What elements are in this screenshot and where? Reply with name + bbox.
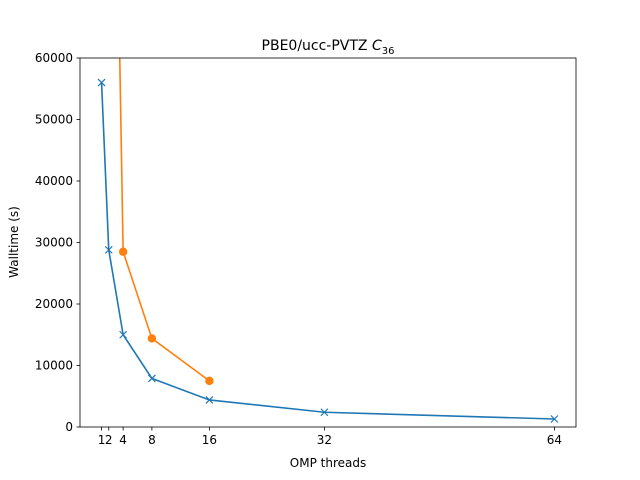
chart-title-symbol: C: [372, 38, 382, 54]
series-layer: [97, 42, 559, 423]
data-point: [320, 408, 329, 417]
data-point: [115, 42, 123, 50]
x-tick-label: 64: [547, 433, 562, 447]
plot-frame: [79, 57, 577, 428]
x-tick-label: 1: [98, 433, 106, 447]
y-tick-label: 30000: [35, 236, 73, 250]
y-axis: 0 10000 20000 30000 40000 50000 60000: [35, 51, 80, 434]
y-tick-label: 40000: [35, 174, 73, 188]
series-line-1: [100, 82, 555, 420]
chart-title-subscript: 36: [382, 46, 395, 57]
x-axis: 1 2 4 8 16 32 64: [98, 427, 562, 447]
y-tick-label: 50000: [35, 113, 73, 127]
data-point: [118, 247, 128, 256]
chart-title: PBE0/ucc-PVTZ C36: [262, 38, 395, 57]
x-axis-label: OMP threads: [290, 456, 366, 470]
y-tick-label: 0: [65, 420, 73, 434]
x-tick-label: 4: [119, 433, 127, 447]
x-tick-label: 2: [105, 433, 113, 447]
x-tick-label: 32: [317, 433, 332, 447]
data-point: [119, 330, 128, 339]
y-tick-label: 60000: [35, 51, 73, 65]
series-line-2: [118, 58, 210, 382]
data-point: [205, 396, 214, 404]
data-point: [147, 374, 156, 383]
x-tick-label: 16: [202, 433, 217, 447]
y-tick-label: 10000: [35, 359, 73, 373]
data-point: [97, 78, 106, 87]
data-point: [550, 415, 559, 423]
data-point: [147, 334, 157, 343]
y-axis-label: Walltime (s): [7, 206, 21, 278]
data-point: [104, 245, 113, 254]
x-tick-label: 8: [148, 433, 156, 447]
y-tick-label: 20000: [35, 297, 73, 311]
chart-title-main: PBE0/ucc-PVTZ: [262, 38, 372, 54]
data-point: [205, 376, 214, 386]
